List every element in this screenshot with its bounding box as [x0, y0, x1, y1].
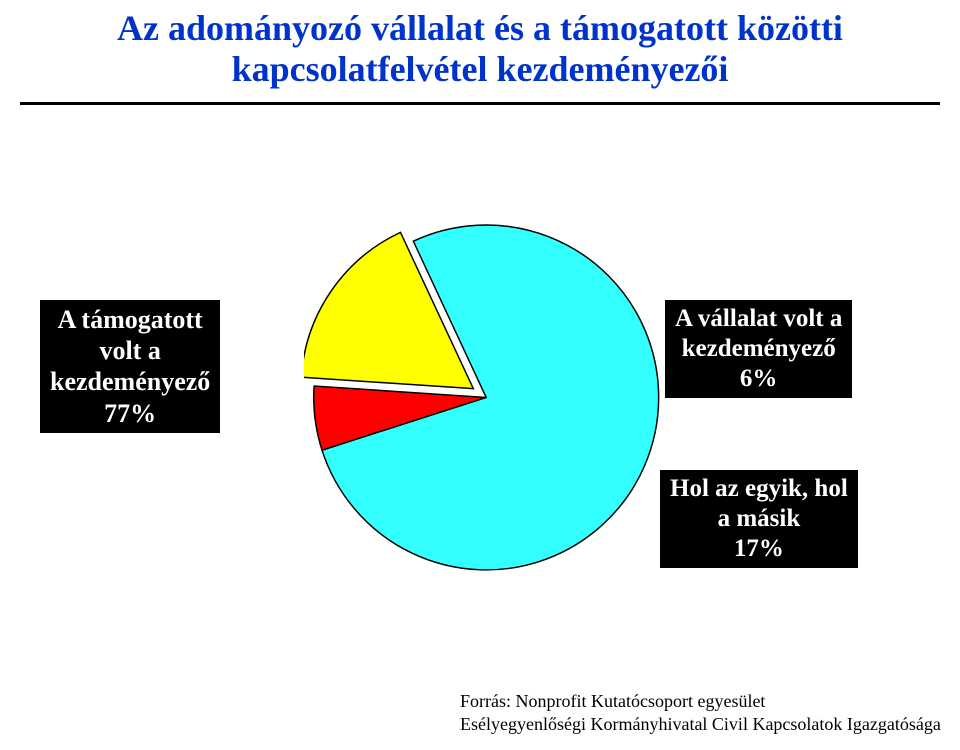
source-line-2: Esélyegyenlőségi Kormányhivatal Civil Ka…: [460, 713, 950, 736]
label-tamogatott: A támogatott volt a kezdeményező 77%: [40, 300, 220, 433]
page-root: Az adományozó vállalat és a támogatott k…: [0, 0, 960, 750]
pie-svg: [304, 215, 684, 615]
label-tamogatott-l2: volt a: [50, 335, 210, 366]
title-rule: [20, 102, 940, 105]
pie-chart: [304, 215, 658, 569]
label-tamogatott-l4: 77%: [50, 398, 210, 429]
label-holazegyik: Hol az egyik, hol a másik 17%: [660, 470, 858, 568]
label-hol-l2: a másik: [670, 504, 848, 534]
label-tamogatott-l1: A támogatott: [50, 304, 210, 335]
title-line-2: kapcsolatfelvétel kezdeményezői: [20, 49, 940, 90]
label-hol-l3: 17%: [670, 534, 848, 564]
label-vallalat-l3: 6%: [675, 364, 842, 394]
label-vallalat-l1: A vállalat volt a: [675, 304, 842, 334]
label-vallalat: A vállalat volt a kezdeményező 6%: [665, 300, 852, 398]
title-line-1: Az adományozó vállalat és a támogatott k…: [20, 8, 940, 49]
source-line-1: Forrás: Nonprofit Kutatócsoport egyesüle…: [460, 690, 950, 713]
label-hol-l1: Hol az egyik, hol: [670, 474, 848, 504]
page-title: Az adományozó vállalat és a támogatott k…: [20, 8, 940, 91]
source-citation: Forrás: Nonprofit Kutatócsoport egyesüle…: [460, 690, 950, 735]
label-vallalat-l2: kezdeményező: [675, 334, 842, 364]
label-tamogatott-l3: kezdeményező: [50, 366, 210, 397]
